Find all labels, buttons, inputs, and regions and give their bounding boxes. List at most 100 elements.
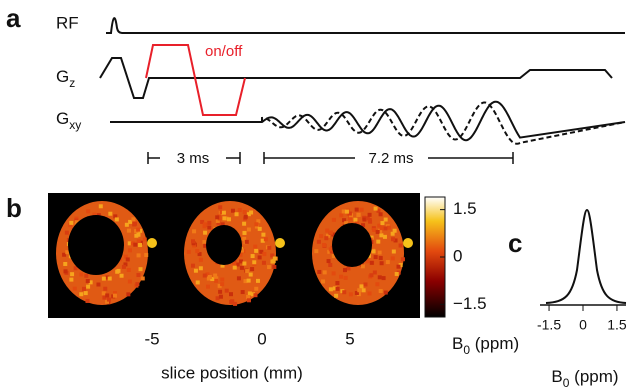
x-tick-label: 0 <box>579 317 587 333</box>
slice-pixel <box>374 207 378 211</box>
slice-pixel <box>379 233 383 237</box>
slice-pixel <box>324 236 328 240</box>
slice-pixel <box>86 209 90 213</box>
slice-pixel <box>199 266 203 270</box>
slice-pixel <box>359 284 363 288</box>
slice-pixel <box>133 243 137 247</box>
slice-pixel <box>233 266 237 270</box>
gxy-waveform-shifted <box>110 103 625 144</box>
slice-cavity <box>68 215 124 275</box>
slice-pixel <box>273 256 277 260</box>
slice-pixel <box>369 273 373 277</box>
slice-pixel <box>195 249 199 253</box>
slice-pixel <box>247 279 251 283</box>
slice-pixel <box>243 210 247 214</box>
slice-pixel <box>194 269 198 273</box>
annotation: on/off <box>205 43 243 60</box>
slice-pixel <box>126 292 130 296</box>
slice-pixel <box>199 258 203 262</box>
slice-marker <box>403 238 413 248</box>
slice-pixel <box>132 222 136 226</box>
slice-pixel <box>131 217 135 221</box>
slice-pixel <box>401 257 405 261</box>
slice-pixel <box>323 270 327 274</box>
colorbar-tick-label: 0 <box>453 246 462 265</box>
slice-pixel <box>79 292 83 296</box>
slice-pixel <box>214 279 218 283</box>
slice-pixel <box>122 265 126 269</box>
panel-label: b <box>6 193 22 223</box>
slice-pixel <box>139 267 143 271</box>
slice-pixel <box>256 279 260 283</box>
slice-pixel <box>105 293 109 297</box>
slice-pixel <box>356 213 360 217</box>
slice-pixel <box>329 231 333 235</box>
slice-position-label: -5 <box>144 329 159 348</box>
slice-pixel <box>235 212 239 216</box>
slice-pixel <box>243 231 247 235</box>
slice-pixel <box>127 268 131 272</box>
slice-pixel <box>393 229 397 233</box>
slice-pixel <box>137 253 141 257</box>
slice-pixel <box>207 221 211 225</box>
slice-pixel <box>376 230 380 234</box>
slice-pixel <box>237 276 241 280</box>
slice-pixel <box>373 270 377 274</box>
slice-pixel <box>136 273 140 277</box>
slice-pixel <box>227 217 231 221</box>
gz-waveform <box>100 58 612 98</box>
slice-pixel <box>240 266 244 270</box>
slice-marker <box>275 238 285 248</box>
slice-pixel <box>362 288 366 292</box>
slice-pixel <box>399 244 403 248</box>
slice-pixel <box>120 274 124 278</box>
slice-pixel <box>387 226 391 230</box>
slice-pixel <box>206 285 210 289</box>
slice-pixel <box>343 268 347 272</box>
slice-pixel <box>375 282 379 286</box>
slice-pixel <box>262 261 266 265</box>
slice-pixel <box>245 269 249 273</box>
slice-position-label: 0 <box>257 329 266 348</box>
slice-pixel <box>207 226 211 230</box>
slice-pixel <box>249 210 253 214</box>
slice-pixel <box>332 271 336 275</box>
slice-pixel <box>372 249 376 253</box>
slice-pixel <box>262 252 266 256</box>
slice-pixel <box>357 288 361 292</box>
slice-pixel <box>361 264 365 268</box>
slice-marker <box>147 238 157 248</box>
slice-pixel <box>69 221 73 225</box>
slice-pixel <box>213 274 217 278</box>
slice-pixel <box>86 285 90 289</box>
slice-pixel <box>353 218 357 222</box>
slice-pixel <box>254 222 258 226</box>
slice-pixel <box>380 221 384 225</box>
slice-pixel <box>245 240 249 244</box>
slice-pixel <box>215 215 219 219</box>
slice-pixel <box>314 249 318 253</box>
gxy-waveform <box>110 102 625 141</box>
slice-pixel <box>329 247 333 251</box>
panel-label: a <box>6 3 21 33</box>
slice-pixel <box>203 231 207 235</box>
duration-label: 3 ms <box>177 150 210 167</box>
slice-pixel <box>117 269 121 273</box>
slice-pixel <box>96 283 100 287</box>
slice-pixel <box>99 204 103 208</box>
slice-pixel <box>251 254 255 258</box>
slice-pixel <box>384 291 388 295</box>
slice-pixel <box>344 276 348 280</box>
slice-pixel <box>202 240 206 244</box>
slice-pixel <box>82 287 86 291</box>
slice-position-label: 5 <box>345 329 354 348</box>
slice-pixel <box>346 266 350 270</box>
slice-pixel <box>336 287 340 291</box>
slice-pixel <box>222 216 226 220</box>
slice-pixel <box>108 212 112 216</box>
slice-pixel <box>395 272 399 276</box>
slice-pixel <box>264 237 268 241</box>
slice-pixel <box>250 267 254 271</box>
slice-pixel <box>231 209 235 213</box>
slice-pixel <box>229 300 233 304</box>
